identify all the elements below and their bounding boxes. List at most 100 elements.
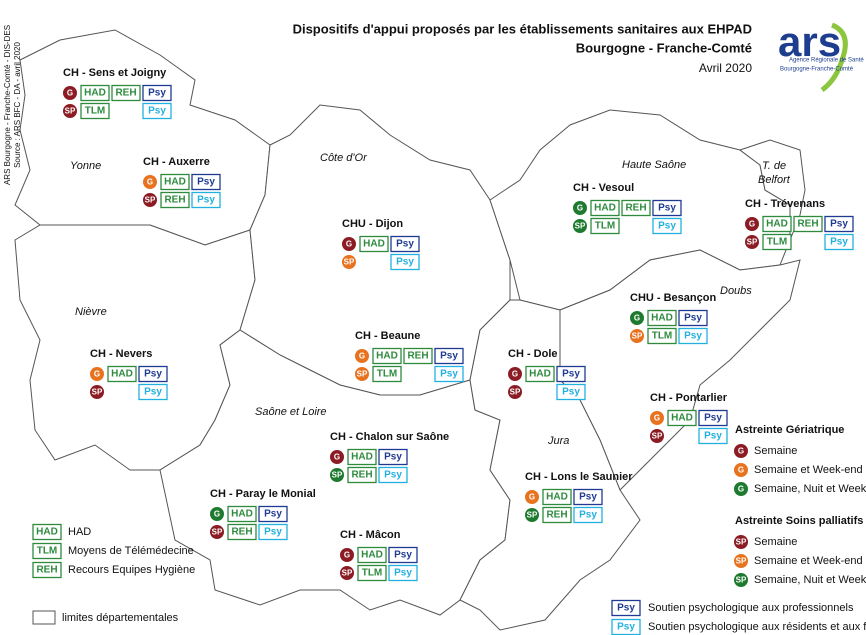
legend-label: Semaine, Nuit et Week-end <box>754 483 866 495</box>
icon-label: SP <box>145 196 156 205</box>
badge-label: Psy <box>704 431 722 442</box>
badge-label: HAD <box>361 550 383 561</box>
icon-label: SP <box>510 388 521 397</box>
badge-label: Psy <box>384 452 402 463</box>
badge <box>542 488 572 506</box>
badge-label: Psy <box>684 313 702 324</box>
badge-label: REH <box>351 470 372 481</box>
icon <box>342 237 356 251</box>
icon <box>143 175 157 189</box>
icon <box>573 201 587 215</box>
badge <box>390 253 420 271</box>
badge <box>542 506 572 524</box>
badge <box>698 409 728 427</box>
badge-label: Psy <box>440 351 458 362</box>
badge <box>434 347 464 365</box>
badge <box>667 409 697 427</box>
department-label: Côte d'Or <box>320 152 368 164</box>
badge <box>403 347 433 365</box>
badge-label: Psy <box>579 492 597 503</box>
icon <box>210 525 224 539</box>
badge <box>573 488 603 506</box>
badge <box>378 466 408 484</box>
icon-label: G <box>67 89 73 98</box>
badge-label: HAD <box>529 369 551 380</box>
badge <box>678 309 708 327</box>
badge <box>652 217 682 235</box>
boundary-label: limites départementales <box>62 612 179 624</box>
badge-label: Psy <box>394 550 412 561</box>
establishment-name: CH - Pontarlier <box>650 392 728 404</box>
badge <box>160 191 190 209</box>
subtitle: Bourgogne - Franche-Comté <box>576 40 752 55</box>
icon-label: G <box>147 178 153 187</box>
badge-label: REH <box>231 527 252 538</box>
establishment-name: CH - Dole <box>508 348 558 360</box>
badge-label: HAD <box>363 239 385 250</box>
badge <box>590 217 620 235</box>
establishment-name: CH - Vesoul <box>573 182 634 194</box>
badge-label: Psy <box>384 470 402 481</box>
icon <box>525 508 539 522</box>
icon <box>210 507 224 521</box>
badge-label: HAD <box>376 351 398 362</box>
badge <box>347 466 377 484</box>
icon <box>650 411 664 425</box>
establishment-name: CH - Chalon sur Saône <box>330 431 449 443</box>
icon <box>630 311 644 325</box>
badge-label: Psy <box>658 221 676 232</box>
icon-label: SP <box>527 511 538 520</box>
icon-label: G <box>738 485 744 494</box>
badge <box>573 506 603 524</box>
icon <box>734 482 748 496</box>
establishment-name: CH - Sens et Joigny <box>63 67 167 79</box>
legend-label: Semaine <box>754 445 797 457</box>
icon <box>508 367 522 381</box>
badge-label: HAD <box>36 527 58 538</box>
badge-label: HAD <box>766 219 788 230</box>
icon-label: G <box>214 510 220 519</box>
icon-label: SP <box>736 576 747 585</box>
badge <box>32 542 62 560</box>
department-label: Nièvre <box>75 306 107 318</box>
icon-label: G <box>654 414 660 423</box>
department-label: T. de <box>762 160 786 172</box>
badge-label: Psy <box>562 387 580 398</box>
badge <box>762 215 792 233</box>
badge <box>80 102 110 120</box>
icon-label: SP <box>736 557 747 566</box>
legend-label: Semaine, Nuit et Week-end <box>754 574 866 586</box>
badge-label: Psy <box>394 568 412 579</box>
badge-label: TLM <box>85 106 106 117</box>
badge <box>160 173 190 191</box>
badge-label: Psy <box>440 369 458 380</box>
icon <box>525 490 539 504</box>
badge-label: TLM <box>377 369 398 380</box>
badge-label: Psy <box>617 603 635 614</box>
badge <box>372 347 402 365</box>
badge-label: Psy <box>704 413 722 424</box>
badge <box>824 215 854 233</box>
legend-label: Soutien psychologique aux professionnels <box>648 602 854 614</box>
badge-label: TLM <box>362 568 383 579</box>
badge-label: Psy <box>197 195 215 206</box>
icon <box>745 235 759 249</box>
icon-label: G <box>738 466 744 475</box>
badge <box>107 365 137 383</box>
badge-label: REH <box>546 510 567 521</box>
badge-label: HAD <box>594 203 616 214</box>
badge <box>32 561 62 579</box>
badge <box>556 365 586 383</box>
badge-label: REH <box>115 88 136 99</box>
establishment-name: CHU - Besançon <box>630 292 716 304</box>
badge-label: Psy <box>684 331 702 342</box>
establishment-name: CHU - Dijon <box>342 218 403 230</box>
badge <box>388 546 418 564</box>
legend-title: Astreinte Soins palliatifs <box>735 515 863 527</box>
department-label: Belfort <box>758 174 791 186</box>
icon-label: G <box>334 453 340 462</box>
legend-label: Semaine <box>754 536 797 548</box>
badge <box>388 564 418 582</box>
badge-label: TLM <box>767 237 788 248</box>
icon <box>745 217 759 231</box>
